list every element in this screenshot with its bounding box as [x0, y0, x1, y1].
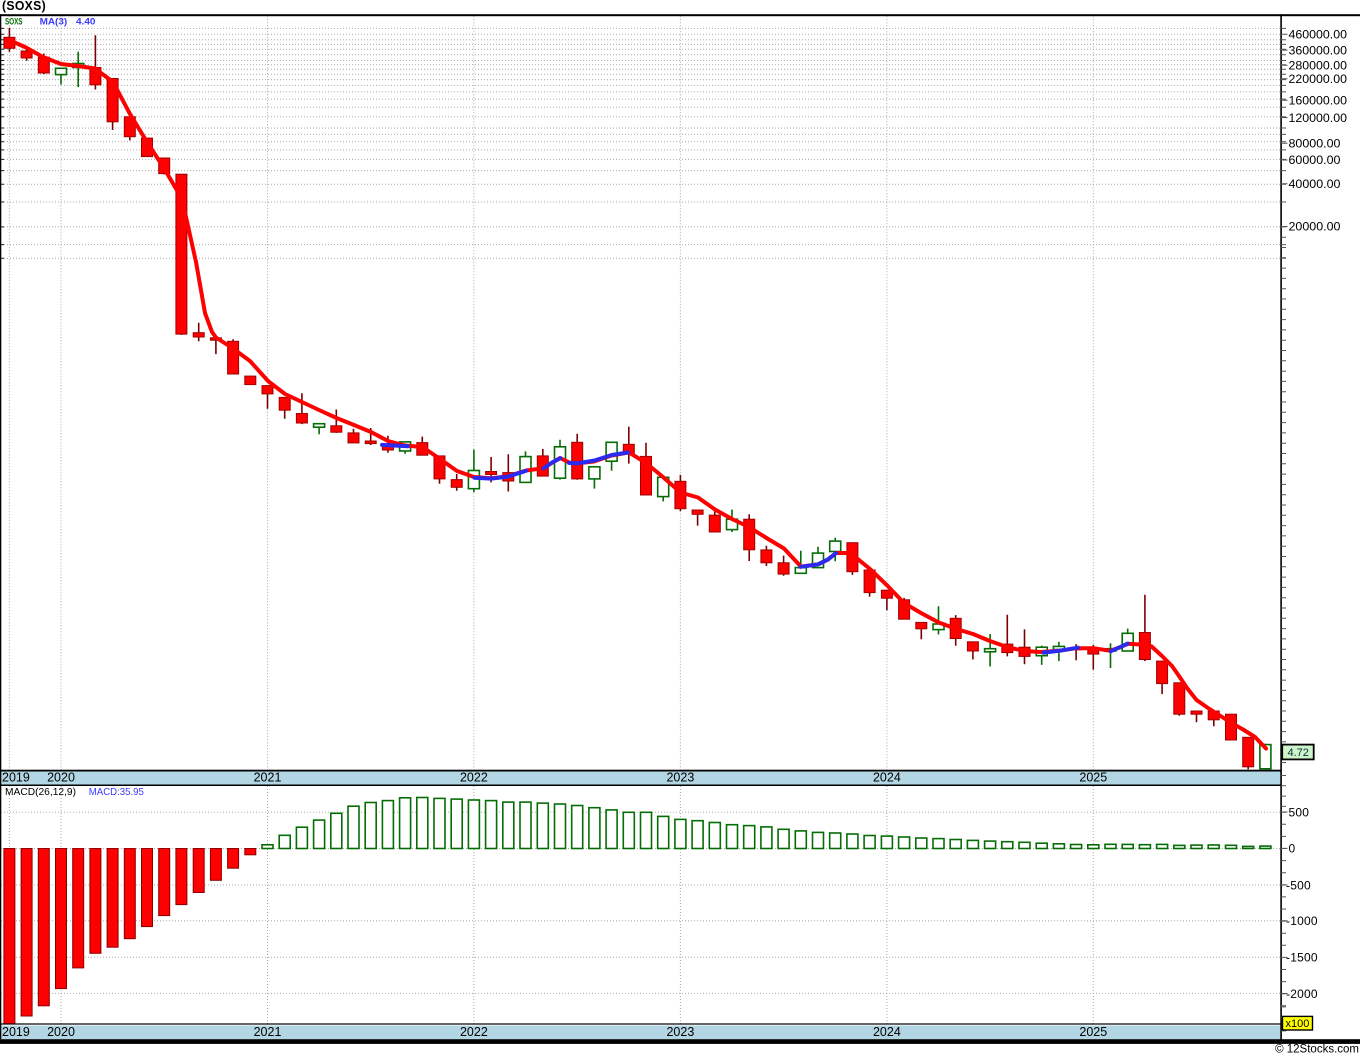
svg-text:2019: 2019	[2, 1025, 30, 1039]
svg-text:MACD:35.95: MACD:35.95	[89, 786, 144, 798]
svg-text:280000.00: 280000.00	[1289, 59, 1348, 73]
svg-text:2022: 2022	[460, 771, 488, 785]
svg-text:2023: 2023	[666, 771, 694, 785]
svg-text:500: 500	[1289, 805, 1310, 819]
svg-text:120000.00: 120000.00	[1289, 111, 1348, 125]
svg-text:2023: 2023	[666, 1025, 694, 1039]
svg-text:2024: 2024	[873, 771, 901, 785]
svg-text:2022: 2022	[460, 1025, 488, 1039]
svg-text:220000.00: 220000.00	[1289, 72, 1348, 86]
svg-text:60000.00: 60000.00	[1289, 153, 1341, 167]
svg-text:-2000: -2000	[1286, 987, 1318, 1001]
svg-text:2025: 2025	[1079, 771, 1107, 785]
svg-text:2024: 2024	[873, 1025, 901, 1039]
svg-text:460000.00: 460000.00	[1289, 27, 1348, 41]
svg-text:0: 0	[1289, 842, 1296, 856]
svg-text:MACD(26,12,9): MACD(26,12,9)	[5, 786, 76, 798]
svg-text:-500: -500	[1286, 878, 1311, 892]
svg-text:4.72: 4.72	[1288, 747, 1309, 759]
svg-text:x100: x100	[1286, 1018, 1310, 1030]
svg-text:2021: 2021	[254, 771, 282, 785]
svg-text:20000.00: 20000.00	[1289, 220, 1341, 234]
svg-text:MA(3): MA(3)	[40, 17, 68, 28]
svg-text:360000.00: 360000.00	[1289, 43, 1348, 57]
svg-text:4.40: 4.40	[76, 17, 96, 28]
svg-text:2020: 2020	[47, 1025, 75, 1039]
svg-text:(SOXS): (SOXS)	[2, 0, 46, 13]
svg-text:2021: 2021	[254, 1025, 282, 1039]
svg-text:© 12Stocks.com: © 12Stocks.com	[1275, 1044, 1359, 1056]
svg-text:160000.00: 160000.00	[1289, 93, 1348, 107]
svg-text:2019: 2019	[2, 771, 30, 785]
svg-text:2020: 2020	[47, 771, 75, 785]
svg-text:80000.00: 80000.00	[1289, 137, 1341, 151]
svg-text:SOXS: SOXS	[5, 17, 23, 28]
svg-text:40000.00: 40000.00	[1289, 177, 1341, 191]
svg-text:-1000: -1000	[1286, 914, 1318, 928]
svg-text:-1500: -1500	[1286, 951, 1318, 965]
svg-text:2025: 2025	[1079, 1025, 1107, 1039]
